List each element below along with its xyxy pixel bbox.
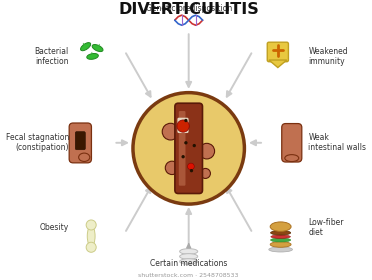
- Text: Bacterial
infection: Bacterial infection: [35, 47, 69, 66]
- Circle shape: [182, 155, 185, 158]
- Ellipse shape: [180, 259, 198, 264]
- FancyBboxPatch shape: [282, 123, 302, 162]
- Circle shape: [184, 141, 187, 144]
- Ellipse shape: [81, 43, 91, 51]
- FancyBboxPatch shape: [267, 42, 288, 62]
- Ellipse shape: [269, 247, 292, 252]
- Circle shape: [193, 144, 196, 147]
- Text: shutterstock.com · 2548708533: shutterstock.com · 2548708533: [138, 273, 239, 278]
- Text: Fecal stagnation
(constipation): Fecal stagnation (constipation): [6, 133, 69, 153]
- Circle shape: [162, 123, 179, 140]
- Circle shape: [184, 119, 187, 122]
- Ellipse shape: [78, 153, 90, 162]
- Ellipse shape: [180, 254, 198, 259]
- Text: Certain medications: Certain medications: [150, 259, 227, 268]
- Polygon shape: [269, 60, 287, 67]
- Circle shape: [86, 242, 96, 252]
- FancyBboxPatch shape: [179, 111, 186, 186]
- Circle shape: [165, 161, 179, 174]
- Text: Weak
intestinal walls: Weak intestinal walls: [308, 133, 366, 153]
- Circle shape: [86, 220, 96, 230]
- Ellipse shape: [271, 235, 291, 238]
- Ellipse shape: [92, 45, 103, 52]
- Circle shape: [201, 168, 211, 178]
- Text: Obesity: Obesity: [40, 223, 69, 232]
- Ellipse shape: [270, 230, 291, 235]
- Circle shape: [177, 120, 189, 132]
- Ellipse shape: [270, 222, 291, 231]
- FancyBboxPatch shape: [175, 103, 202, 193]
- FancyBboxPatch shape: [75, 132, 85, 150]
- Ellipse shape: [285, 155, 299, 162]
- Ellipse shape: [87, 53, 98, 59]
- Wedge shape: [187, 163, 194, 170]
- Text: Weakened
immunity: Weakened immunity: [308, 47, 348, 66]
- Circle shape: [190, 169, 193, 172]
- Circle shape: [133, 93, 244, 204]
- FancyBboxPatch shape: [177, 118, 189, 133]
- Ellipse shape: [270, 238, 291, 242]
- Ellipse shape: [180, 249, 198, 254]
- FancyBboxPatch shape: [69, 123, 92, 163]
- Ellipse shape: [87, 226, 95, 247]
- Circle shape: [199, 143, 215, 159]
- Text: Low-fiber
diet: Low-fiber diet: [308, 218, 344, 237]
- Text: Genetic predisposition: Genetic predisposition: [145, 4, 232, 13]
- Ellipse shape: [270, 242, 291, 247]
- Text: DIVERTICULITIS: DIVERTICULITIS: [118, 2, 259, 17]
